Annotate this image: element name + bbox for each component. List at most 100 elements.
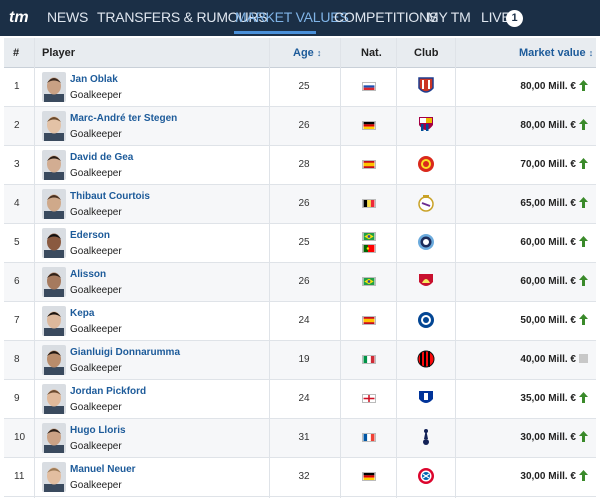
player-position: Goalkeeper <box>70 441 122 452</box>
sort-arrows-icon: ↕ <box>316 48 322 58</box>
player-name-link[interactable]: Kepa <box>70 308 95 319</box>
market-value[interactable]: 35,00 Mill. € <box>520 393 576 404</box>
rank: 3 <box>14 159 20 170</box>
nav-news[interactable]: NEWS <box>47 9 89 25</box>
player-age: 26 <box>298 120 310 131</box>
rank: 9 <box>14 393 20 404</box>
trend-up-icon <box>579 236 588 247</box>
header-age-label: Age <box>293 47 314 59</box>
club-crest-manchester-united-icon[interactable] <box>417 154 435 174</box>
trend-up-icon <box>579 158 588 169</box>
flag-france-icon <box>362 433 376 442</box>
flag-spain-icon <box>362 160 376 169</box>
trend-up-icon <box>579 470 588 481</box>
market-value[interactable]: 40,00 Mill. € <box>520 354 576 365</box>
player-photo[interactable] <box>42 267 66 297</box>
nav-transfers-rumours[interactable]: TRANSFERS & RUMOURS <box>97 9 268 25</box>
top-navigation: tm NEWS TRANSFERS & RUMOURS MARKET VALUE… <box>0 0 600 36</box>
player-age: 32 <box>298 471 310 482</box>
club-crest-fc-barcelona-icon[interactable] <box>417 115 435 135</box>
table-row: 5 Ederson Goalkeeper 25 60,00 Mill. € <box>4 224 596 263</box>
header-market-value[interactable]: Market value ↕ <box>519 47 593 59</box>
player-photo[interactable] <box>42 306 66 336</box>
player-name-link[interactable]: Ederson <box>70 230 111 241</box>
club-crest-liverpool-fc-icon[interactable] <box>417 271 435 291</box>
player-photo[interactable] <box>42 111 66 141</box>
club-crest-atl-tico-madrid-icon[interactable] <box>417 76 435 96</box>
player-name-link[interactable]: Marc-André ter Stegen <box>70 113 178 124</box>
trend-up-icon <box>579 197 588 208</box>
player-position: Goalkeeper <box>70 246 122 257</box>
player-name-link[interactable]: David de Gea <box>70 152 134 163</box>
table-row: 3 David de Gea Goalkeeper 28 70,00 Mill. € <box>4 146 596 185</box>
player-photo[interactable] <box>42 345 66 375</box>
player-photo[interactable] <box>42 72 66 102</box>
rank: 1 <box>14 81 20 92</box>
club-crest-manchester-city-icon[interactable] <box>417 232 435 252</box>
player-name-link[interactable]: Jordan Pickford <box>70 386 147 397</box>
header-market-value-label: Market value <box>519 47 586 59</box>
player-position: Goalkeeper <box>70 129 122 140</box>
trend-up-icon <box>579 80 588 91</box>
market-value[interactable]: 50,00 Mill. € <box>520 315 576 326</box>
trend-up-icon <box>579 119 588 130</box>
flag-slovenia-icon <box>362 82 376 91</box>
club-crest-bayern-munich-icon[interactable] <box>417 466 435 486</box>
club-crest-everton-fc-icon[interactable] <box>417 388 435 408</box>
header-age[interactable]: Age ↕ <box>293 47 321 59</box>
club-crest-ac-milan-icon[interactable] <box>417 349 435 369</box>
nav-live[interactable]: LIVE <box>481 9 511 25</box>
player-name-link[interactable]: Hugo Lloris <box>70 425 126 436</box>
player-name-link[interactable]: Thibaut Courtois <box>70 191 150 202</box>
nav-competitions[interactable]: COMPETITIONS <box>334 9 439 25</box>
player-position: Goalkeeper <box>70 168 122 179</box>
nav-my-tm[interactable]: MY TM <box>427 9 471 25</box>
table-row: 1 Jan Oblak Goalkeeper 25 80,00 Mill. € <box>4 68 596 107</box>
table-header: # Player Age ↕ Nat. Club Market value ↕ <box>4 38 596 68</box>
flag-belgium-icon <box>362 199 376 208</box>
svg-text:tm: tm <box>9 9 29 26</box>
player-name-link[interactable]: Alisson <box>70 269 107 280</box>
market-value[interactable]: 80,00 Mill. € <box>520 81 576 92</box>
club-crest-real-madrid-icon[interactable] <box>417 193 435 213</box>
player-age: 31 <box>298 432 310 443</box>
flag-england-icon <box>362 394 376 403</box>
column-divider <box>269 38 270 498</box>
player-age: 26 <box>298 276 310 287</box>
market-value[interactable]: 60,00 Mill. € <box>520 276 576 287</box>
sort-arrows-icon: ↕ <box>588 48 594 58</box>
market-value[interactable]: 80,00 Mill. € <box>520 120 576 131</box>
market-value[interactable]: 30,00 Mill. € <box>520 432 576 443</box>
header-club: Club <box>414 47 439 59</box>
player-position: Goalkeeper <box>70 480 122 491</box>
club-crest-chelsea-fc-icon[interactable] <box>417 310 435 330</box>
market-value[interactable]: 30,00 Mill. € <box>520 471 576 482</box>
header-player[interactable]: Player <box>42 47 76 59</box>
player-photo[interactable] <box>42 423 66 453</box>
table-row: 10 Hugo Lloris Goalkeeper 31 30,00 Mill. € <box>4 419 596 458</box>
player-name-link[interactable]: Jan Oblak <box>70 74 118 85</box>
player-name-link[interactable]: Manuel Neuer <box>70 464 136 475</box>
player-photo[interactable] <box>42 462 66 492</box>
trend-up-icon <box>579 431 588 442</box>
player-photo[interactable] <box>42 150 66 180</box>
rank: 4 <box>14 198 20 209</box>
market-value[interactable]: 70,00 Mill. € <box>520 159 576 170</box>
player-position: Goalkeeper <box>70 90 122 101</box>
player-photo[interactable] <box>42 189 66 219</box>
table-row: 7 Kepa Goalkeeper 24 50,00 Mill. € <box>4 302 596 341</box>
player-photo[interactable] <box>42 228 66 258</box>
market-value[interactable]: 65,00 Mill. € <box>520 198 576 209</box>
table-row: 4 Thibaut Courtois Goalkeeper 26 65,00 Mill.… <box>4 185 596 224</box>
rank: 6 <box>14 276 20 287</box>
player-name-link[interactable]: Gianluigi Donnarumma <box>70 347 181 358</box>
header-nationality: Nat. <box>361 47 382 59</box>
club-crest-tottenham-hotspur-icon[interactable] <box>417 427 435 447</box>
player-photo[interactable] <box>42 384 66 414</box>
rank: 8 <box>14 354 20 365</box>
player-age: 28 <box>298 159 310 170</box>
nav-market-values[interactable]: MARKET VALUES <box>235 9 349 25</box>
table-row: 6 Alisson Goalkeeper 26 60,00 Mill. € <box>4 263 596 302</box>
transfermarkt-logo[interactable]: tm <box>9 8 41 26</box>
market-value[interactable]: 60,00 Mill. € <box>520 237 576 248</box>
